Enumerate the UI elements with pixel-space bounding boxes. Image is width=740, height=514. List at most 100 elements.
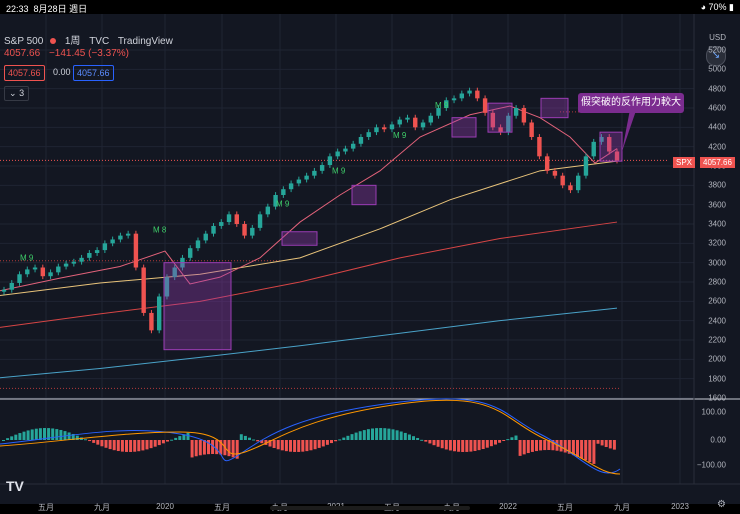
macd-histogram-bar [38, 428, 42, 440]
macd-histogram-bar [59, 429, 63, 440]
candle-body [32, 267, 38, 270]
price-tick-label: 4800 [708, 84, 726, 94]
chart-area[interactable]: M 9 M 8 M 9 M 9 M 9 M 9 S&P 500 1周 TVC Tradin… [0, 14, 740, 512]
candle-body [79, 257, 84, 262]
candle-body [125, 233, 131, 236]
gear-icon[interactable]: ⚙ [717, 499, 726, 510]
chevron-down-icon: ⌄ [9, 88, 17, 98]
macd-histogram-bar [297, 440, 301, 452]
indicators-toggle[interactable]: ⌄ 3 [4, 86, 30, 101]
candle-body [599, 137, 604, 142]
macd-histogram-bar [260, 440, 264, 444]
macd-histogram-bar [494, 440, 497, 445]
candle-body [94, 250, 100, 253]
price-tick-label: 5000 [708, 64, 726, 74]
price-tick-label: 1600 [708, 393, 726, 403]
macd-histogram-bar [498, 440, 502, 443]
macd-histogram-bar [166, 440, 169, 442]
candle-body [482, 98, 488, 113]
macd-histogram-bar [588, 440, 592, 463]
battery-icon: ▮ [729, 2, 734, 12]
macd-histogram-bar [43, 428, 46, 440]
annotation-callout: 假突破的反作用力較大 [578, 93, 684, 113]
macd-histogram-bar [600, 440, 604, 446]
macd-histogram-bar [190, 440, 194, 458]
macd-histogram-bar [125, 440, 128, 452]
macd-histogram-bar [375, 428, 379, 440]
ma-short-line [0, 105, 618, 292]
macd-histogram-bar [219, 440, 223, 455]
td-sequential-label: M 9 [276, 200, 290, 209]
sell-price-box[interactable]: 4057.66 [4, 65, 45, 81]
macd-histogram-bar [432, 440, 436, 446]
price-chart[interactable]: M 9 M 8 M 9 M 9 M 9 M 9 [0, 14, 740, 504]
home-indicator [270, 506, 470, 510]
macd-histogram-bar [252, 439, 256, 441]
td-sequential-label: M 9 [393, 131, 407, 140]
candle-body [141, 267, 146, 313]
price-tick-label: 2400 [708, 316, 726, 326]
macd-histogram-bar [96, 440, 100, 445]
candle-body [436, 108, 441, 116]
macd-histogram-bar [362, 430, 366, 440]
macd-histogram-bar [104, 440, 108, 448]
macd-histogram-bar [506, 439, 510, 441]
price-tick-label: 2800 [708, 277, 726, 287]
time-tick-label: 五月 [38, 503, 54, 512]
macd-histogram-bar [522, 440, 526, 455]
tradingview-logo: TV [6, 478, 24, 494]
macd-histogram-bar [592, 440, 596, 464]
candle-body [366, 132, 371, 137]
symbol-name[interactable]: S&P 500 [4, 36, 44, 47]
macd-histogram-bar [18, 433, 22, 440]
macd-histogram-bar [120, 440, 124, 452]
macd-histogram-bar [453, 440, 456, 452]
macd-histogram-bar [75, 435, 79, 440]
macd-histogram-bar [202, 440, 206, 455]
candle-body [164, 277, 170, 297]
highlight-box [487, 102, 513, 133]
macd-histogram-bar [563, 440, 567, 453]
macd-histogram-bar [55, 429, 59, 440]
candle-body [343, 148, 348, 152]
macd-histogram-bar [485, 440, 489, 448]
candle-body [389, 124, 395, 130]
macd-histogram-bar [584, 440, 588, 461]
macd-histogram-bar [280, 440, 284, 451]
current-price: 4057.66 [4, 48, 41, 59]
macd-histogram-bar [137, 440, 141, 452]
macd-histogram-bar [571, 440, 575, 456]
time-tick-label: 2020 [156, 502, 174, 511]
macd-histogram-bar [317, 440, 321, 448]
time-tick-label: 九月 [94, 503, 110, 512]
candle-body [521, 108, 527, 123]
price-tick-label: 2000 [708, 354, 726, 364]
candle-body [544, 156, 550, 171]
macd-histogram-bar [502, 440, 506, 441]
interval-label[interactable]: 1周 [64, 36, 81, 47]
macd-histogram-bar [256, 440, 260, 442]
status-time-date: 22:33 8月28日 週日 [6, 2, 87, 15]
candle-body [56, 266, 61, 273]
candle-body [475, 90, 480, 99]
macd-histogram-bar [10, 436, 14, 440]
macd-histogram-bar [264, 440, 268, 445]
macd-histogram-bar [379, 428, 383, 440]
last-price-symbol-tag: SPX [673, 157, 696, 168]
macd-histogram-bar [436, 440, 440, 447]
macd-histogram-bar [133, 440, 137, 452]
crosshair-toggle-icon[interactable]: ↘ [706, 46, 726, 66]
candle-body [459, 93, 465, 99]
candle-body [296, 179, 302, 184]
battery-percent: 70% [708, 2, 727, 12]
price-tick-label: 1800 [708, 374, 726, 384]
time-tick-label: 五月 [557, 503, 573, 512]
buy-price-box[interactable]: 4057.66 [73, 65, 114, 81]
macd-histogram-bar [34, 428, 38, 440]
macd-histogram-bar [535, 440, 538, 452]
candle-body [350, 143, 356, 149]
status-time: 22:33 [6, 4, 29, 14]
price-tick-label: 3200 [708, 238, 726, 248]
macd-histogram-bar [248, 437, 251, 440]
time-tick-label: 五月 [214, 503, 230, 512]
